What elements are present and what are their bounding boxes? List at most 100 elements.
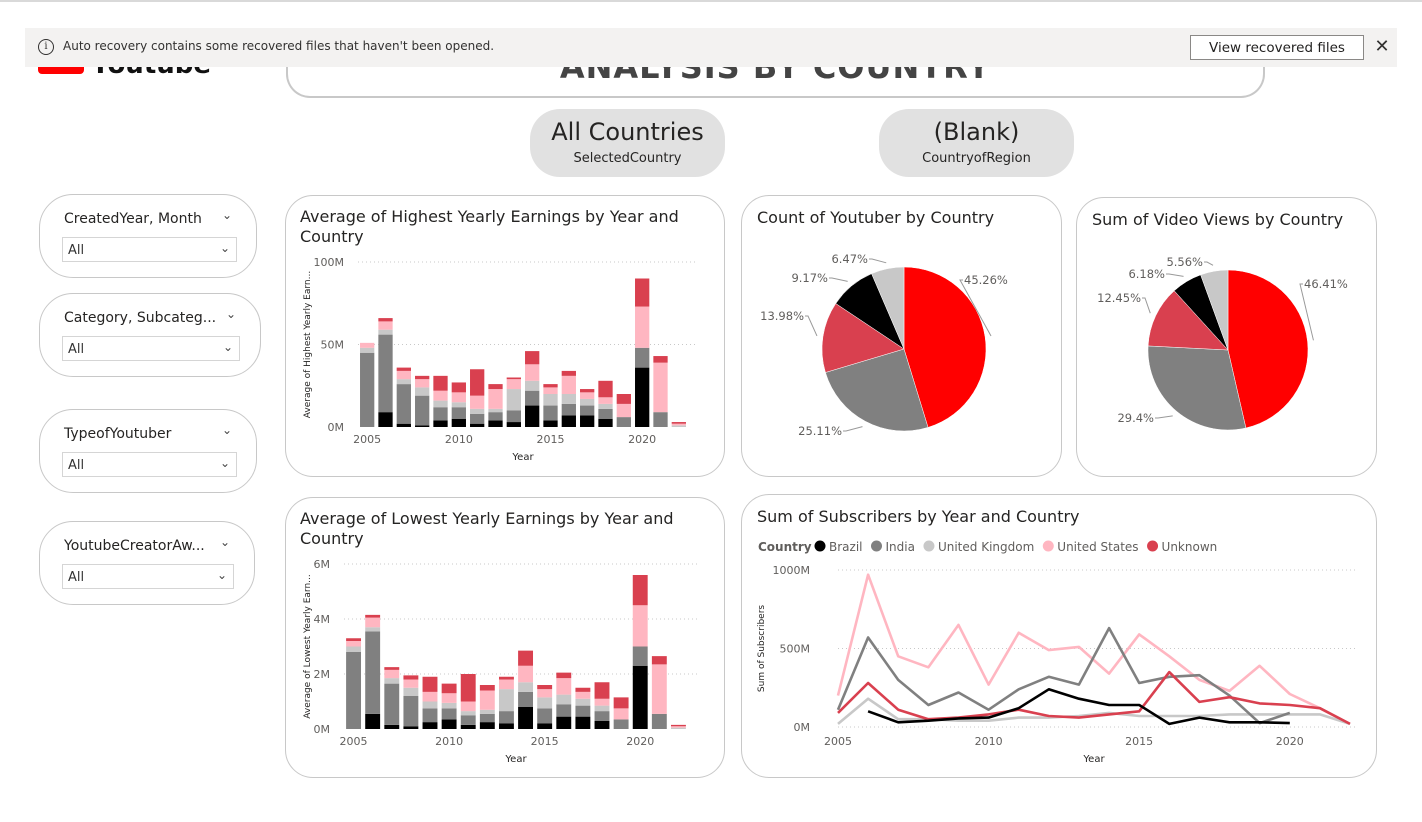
chevron-down-icon[interactable]: ⌄ — [221, 423, 232, 437]
bar-segment — [598, 418, 613, 427]
bar-segment — [525, 390, 540, 406]
bar-segment — [422, 722, 438, 729]
bar-segment — [451, 418, 466, 427]
leader-line — [843, 426, 863, 432]
bar-segment — [632, 575, 648, 606]
y-tick-label: 0M — [328, 421, 345, 434]
bar-segment — [403, 726, 419, 729]
bar-segment — [460, 711, 476, 716]
bar-segment — [653, 356, 668, 363]
bar-segment — [556, 704, 572, 717]
slicer-title: CreatedYear, Month — [64, 211, 202, 227]
bar-segment — [346, 638, 362, 641]
bar-segment — [561, 415, 576, 427]
bar-segment — [346, 646, 362, 652]
bar-segment — [441, 719, 457, 729]
bar-segment — [479, 713, 495, 723]
bar-segment — [396, 370, 411, 380]
card-value: All Countries — [551, 118, 704, 146]
bar-segment — [556, 678, 572, 695]
legend-item: Unknown — [1162, 540, 1218, 554]
x-tick-label: 2010 — [975, 735, 1003, 748]
highest-earnings-visual[interactable]: Average of Highest Yearly Earnings by Ye… — [285, 195, 725, 477]
x-tick-label: 2020 — [1276, 735, 1304, 748]
data-label: 45.26% — [964, 273, 1008, 287]
top-border — [0, 0, 1422, 2]
view-recovered-files-button[interactable]: View recovered files — [1190, 35, 1364, 60]
bar-segment — [384, 669, 400, 679]
bar-segment — [498, 711, 514, 724]
data-label: 25.11% — [798, 424, 842, 438]
close-icon[interactable]: ✕ — [1374, 36, 1390, 57]
bar-segment — [613, 708, 629, 720]
leader-line — [959, 279, 992, 337]
bar-segment — [525, 380, 540, 391]
slicer-dropdown[interactable]: All ⌄ — [62, 336, 240, 361]
slicer-category: Category, Subcateg... ⌄ All ⌄ — [39, 293, 261, 377]
bar-segment — [470, 413, 485, 424]
chevron-down-icon: ⌄ — [219, 241, 230, 255]
bar-segment — [488, 389, 503, 409]
x-tick-label: 2010 — [435, 735, 463, 748]
chevron-down-icon[interactable]: ⌄ — [219, 535, 230, 549]
bar-segment — [396, 384, 411, 424]
highest-earnings-chart: 0M 50M 100M 2005 2010 2015 2020 Year Average of … — [303, 256, 698, 463]
leader-line — [1204, 261, 1214, 266]
lowest-earnings-visual[interactable]: Average of Lowest Yearly Earnings by Yea… — [285, 497, 725, 778]
subscribers-line-chart: 0M 500M 1000M 2005 2010 2015 2020 Year Sum of Su… — [757, 540, 1356, 765]
pie-slice — [1147, 345, 1247, 431]
bar-segment — [537, 697, 553, 709]
x-tick-label: 2020 — [626, 735, 654, 748]
bar-segment — [365, 631, 381, 714]
bar-segment — [561, 375, 576, 394]
bar-segment — [506, 389, 521, 411]
visual-title: Average of Highest Yearly Earnings by Ye… — [300, 207, 679, 246]
slicer-title: TypeofYoutuber — [64, 426, 172, 442]
bar-segment — [594, 705, 610, 712]
bar-segment — [378, 412, 393, 427]
bar-segment — [543, 405, 558, 421]
video-views-visual[interactable]: Sum of Video Views by Country 46.41% 29.4… — [1076, 197, 1377, 477]
legend-item: India — [886, 540, 915, 554]
bar-segment — [537, 689, 553, 698]
bar-segment — [537, 685, 553, 690]
bar-segment — [525, 364, 540, 381]
bar-segment — [506, 379, 521, 390]
bar-segment — [488, 420, 503, 427]
y-tick-label: 50M — [321, 339, 345, 352]
card-label: SelectedCountry — [573, 151, 682, 166]
y-tick-label: 0M — [314, 723, 331, 736]
legend-item: United Kingdom — [938, 540, 1034, 554]
x-axis-label: Year — [511, 452, 534, 463]
bar-segment — [632, 665, 648, 729]
pie-slice — [821, 303, 905, 373]
bar-segment — [360, 342, 375, 348]
bar-segment — [441, 702, 457, 709]
bar-segment — [561, 370, 576, 376]
bar-segment — [594, 682, 610, 699]
slicer-dropdown[interactable]: All ⌄ — [62, 237, 237, 262]
bar-segment — [441, 693, 457, 703]
bar-segment — [433, 390, 448, 401]
slicer-dropdown[interactable]: All ⌄ — [62, 564, 234, 589]
bar-segment — [384, 667, 400, 670]
chevron-down-icon[interactable]: ⌄ — [221, 208, 232, 222]
slicer-dropdown[interactable]: All ⌄ — [62, 452, 237, 477]
series-line — [837, 697, 1351, 726]
bar-segment — [365, 617, 381, 628]
data-label: 6.18% — [1128, 267, 1165, 281]
bar-segment — [346, 641, 362, 647]
slicer-value: All — [68, 458, 85, 473]
chevron-down-icon[interactable]: ⌄ — [225, 307, 236, 321]
bar-segment — [433, 420, 448, 427]
bar-segment — [580, 398, 595, 406]
y-tick-label: 2M — [314, 668, 331, 681]
count-youtuber-visual[interactable]: Count of Youtuber by Country 45.26% 25.11… — [741, 195, 1062, 477]
pie-slice — [1147, 290, 1229, 351]
legend-marker — [1147, 540, 1159, 552]
subscribers-visual[interactable]: Sum of Subscribers by Year and Country 0… — [741, 494, 1377, 778]
bar-segment — [451, 382, 466, 393]
slicer-type-of-youtuber: TypeofYoutuber ⌄ All ⌄ — [39, 409, 257, 493]
info-icon: i — [38, 39, 54, 55]
bar-segment — [594, 698, 610, 706]
